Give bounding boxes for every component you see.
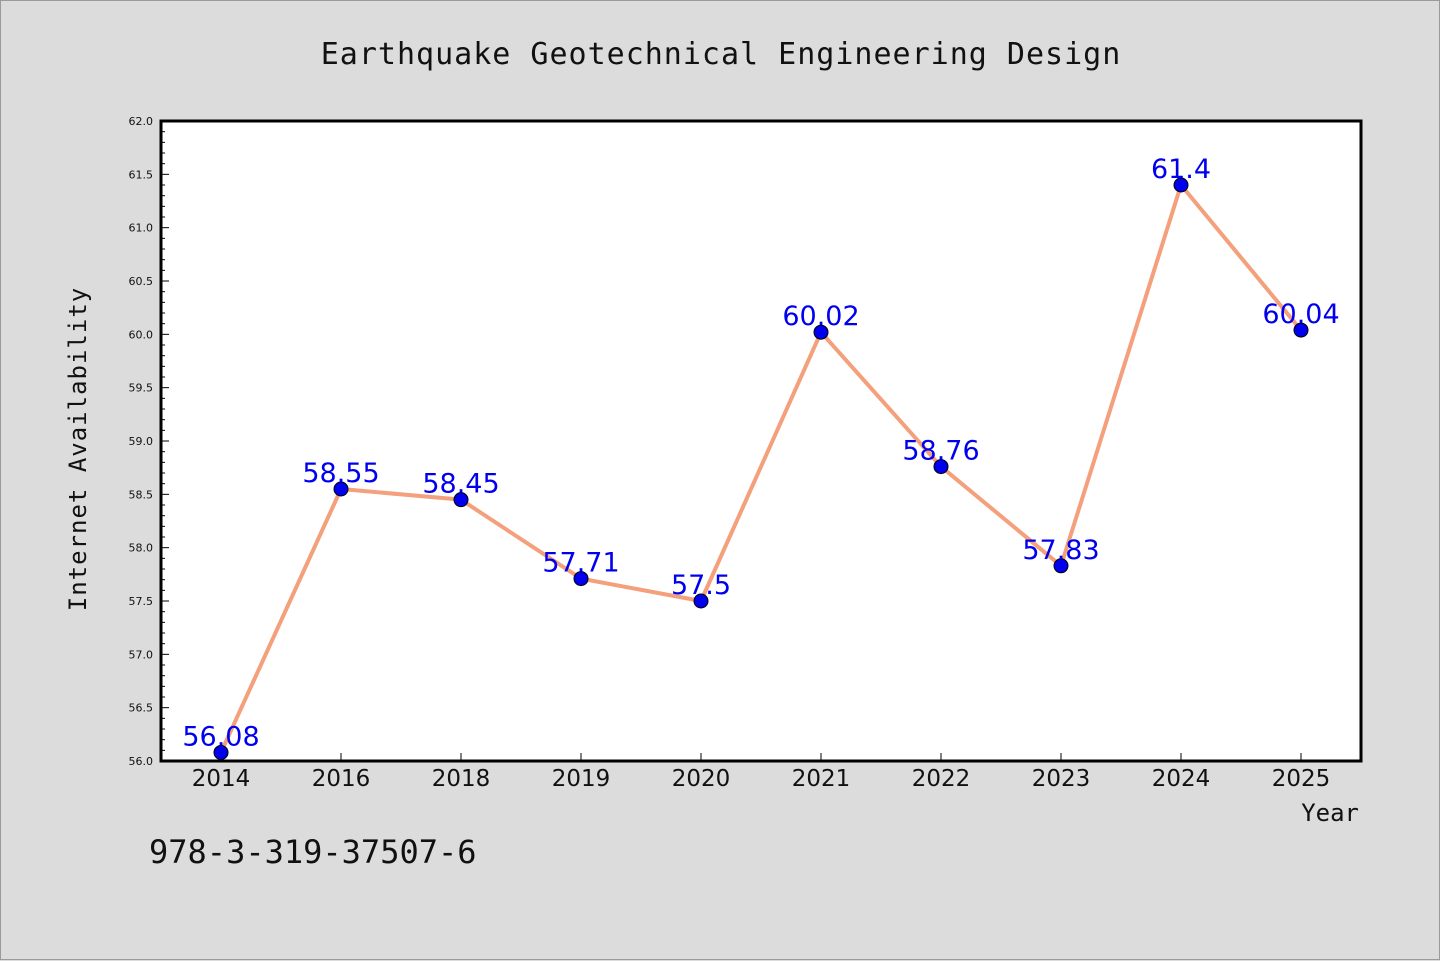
y-tick-label: 59.0: [129, 435, 154, 448]
data-point: [1173, 177, 1189, 193]
data-label: 58.76: [902, 436, 979, 467]
y-tick-label: 57.0: [129, 648, 154, 661]
y-axis: 56.0 56.5 57.0 57.5 58.0 58.5 59.0 59.5 60.0 60.5…: [129, 115, 169, 768]
data-point: [333, 481, 349, 497]
data-point: [813, 324, 829, 340]
series-line: [219, 183, 1303, 754]
y-tick-label: 56.5: [129, 702, 154, 715]
data-point: [693, 593, 709, 609]
data-label: 58.55: [302, 458, 379, 489]
chart-title: Earthquake Geotechnical Engineering Desi…: [321, 37, 1122, 72]
plot-frame: [159, 119, 1363, 763]
data-label: 61.4: [1151, 154, 1211, 185]
x-tick-label: 2021: [792, 766, 851, 792]
x-axis-label: Year: [1301, 799, 1359, 827]
data-label: 60.02: [782, 301, 859, 332]
data-label: 57.83: [1022, 535, 1099, 566]
data-labels: 56.08 58.55 58.45 57.71 57.5 60.02 58.76 57.83 6…: [182, 154, 1339, 752]
y-tick-label: 60.5: [129, 275, 154, 288]
y-tick-label: 58.0: [129, 542, 154, 555]
data-label: 56.08: [182, 721, 259, 752]
x-tick-label: 2020: [672, 766, 731, 792]
y-tick-label: 61.0: [129, 222, 154, 235]
x-tick-label: 2025: [1272, 766, 1331, 792]
y-tick-label: 58.5: [129, 488, 154, 501]
data-point: [933, 459, 949, 475]
data-label: 57.71: [542, 548, 619, 579]
data-point: [573, 571, 589, 587]
y-tick-label: 60.0: [129, 328, 154, 341]
y-tick-label: 56.0: [129, 755, 154, 768]
y-tick-label: 62.0: [129, 115, 154, 128]
x-tick-label: 2016: [312, 766, 371, 792]
x-tick-label: 2014: [192, 766, 251, 792]
data-label: 57.5: [671, 570, 731, 601]
y-tick-label: 61.5: [129, 168, 154, 181]
data-points: [213, 177, 1309, 760]
data-point: [1293, 322, 1309, 338]
isbn-text: 978-3-319-37507-6: [149, 833, 477, 871]
data-point: [1053, 558, 1069, 574]
x-tick-label: 2018: [432, 766, 491, 792]
data-point: [453, 492, 469, 508]
y-tick-label: 59.5: [129, 382, 154, 395]
y-tick-label: 57.5: [129, 595, 154, 608]
x-tick-label: 2022: [912, 766, 971, 792]
plot-area: [161, 121, 1361, 761]
data-label: 60.04: [1262, 299, 1339, 330]
x-tick-label: 2023: [1032, 766, 1091, 792]
x-tick-label: 2024: [1152, 766, 1211, 792]
x-tick-label: 2019: [552, 766, 611, 792]
y-axis-label: Internet Availability: [64, 287, 92, 611]
data-label: 58.45: [422, 469, 499, 500]
data-point: [213, 744, 229, 760]
x-axis: 2014 2016 2018 2019 2020 2021 2022 2023 2024 2025: [192, 753, 1331, 792]
